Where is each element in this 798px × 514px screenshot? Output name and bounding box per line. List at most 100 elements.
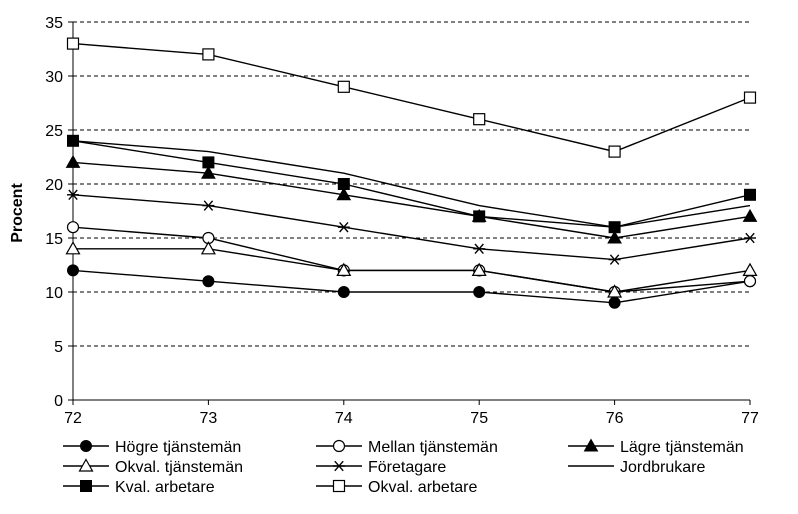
asterisk-stroke: [474, 243, 484, 255]
data-point: [473, 286, 486, 298]
data-point: [200, 241, 216, 255]
series: [67, 189, 756, 265]
x-tick-labels: 72 73 74 75 76 77: [64, 410, 759, 427]
data-point: [583, 438, 599, 452]
data-point: [66, 37, 80, 50]
asterisk-stroke: [68, 189, 78, 201]
data-point: [66, 221, 80, 234]
asterisk-stroke: [609, 254, 620, 265]
data-point: [80, 480, 92, 492]
y-tick-label: 20: [45, 177, 63, 194]
asterisk-stroke: [203, 200, 214, 211]
data-point: [202, 275, 215, 288]
data-point: [607, 284, 623, 298]
y-tick-labels: 0 5 10 15 20 25 30 35: [45, 15, 63, 410]
y-tick-label: 30: [45, 69, 63, 86]
legend-label: Jordbrukare: [620, 459, 705, 476]
series-line: [72, 140, 751, 228]
series: [72, 140, 751, 228]
data-point: [336, 262, 352, 276]
data-point: [608, 145, 621, 158]
legend-label: Okval. tjänstemän: [115, 459, 243, 476]
legend-item: Jordbrukare: [568, 459, 705, 476]
series-line: [72, 161, 751, 239]
data-point: [337, 178, 350, 190]
x-tick-label: 74: [335, 410, 353, 427]
data-point: [202, 200, 215, 211]
legend-label: Högre tjänstemän: [115, 439, 241, 456]
series: [65, 241, 758, 298]
x-tick-label: 77: [741, 410, 759, 427]
data-point: [608, 221, 621, 234]
legend-label: Mellan tjänstemän: [368, 439, 498, 456]
data-point: [744, 232, 756, 244]
data-point: [742, 262, 758, 276]
data-point: [607, 230, 622, 244]
data-point: [78, 458, 94, 472]
legend-item: Företagare: [316, 459, 446, 476]
series-line: [72, 140, 751, 228]
series-line: [72, 194, 751, 261]
asterisk-stroke: [334, 460, 344, 472]
data-point: [332, 479, 346, 493]
data-point: [67, 189, 79, 201]
data-point: [473, 210, 486, 223]
data-point: [473, 113, 486, 126]
data-point: [608, 254, 621, 265]
x-tick-label: 75: [470, 410, 488, 427]
data-point: [202, 156, 215, 169]
data-point: [65, 241, 81, 255]
data-point: [333, 460, 345, 472]
data-point: [743, 91, 757, 104]
series-line: [72, 269, 751, 304]
legend-item: Okval. arbetare: [316, 479, 477, 496]
x-tick-label: 73: [200, 410, 218, 427]
legend-label: Lägre tjänstemän: [620, 439, 744, 456]
y-tick-label: 0: [54, 393, 63, 410]
y-tick-label: 10: [45, 285, 63, 302]
asterisk-stroke: [745, 232, 755, 244]
x-tick-label: 72: [64, 410, 82, 427]
series: [66, 37, 757, 158]
legend: Högre tjänstemän Mellan tjänstemän Lägre t…: [63, 438, 744, 496]
data-point: [337, 80, 350, 93]
data-point: [202, 48, 215, 61]
x-tick-label: 76: [606, 410, 624, 427]
data-point: [473, 243, 486, 255]
series-group: [65, 37, 758, 309]
legend-item: Okval. tjänstemän: [63, 458, 243, 476]
legend-item: Mellan tjänstemän: [316, 439, 498, 456]
series-line: [73, 248, 751, 293]
data-point: [337, 221, 350, 233]
data-point: [742, 208, 758, 222]
legend-label: Företagare: [368, 459, 446, 476]
data-point: [67, 134, 79, 147]
y-tick-label: 35: [45, 15, 63, 32]
series: [67, 134, 756, 234]
data-point: [336, 187, 352, 201]
y-tick-label: 5: [54, 339, 63, 356]
axes: [68, 21, 751, 405]
legend-label: Kval. arbetare: [115, 479, 215, 496]
y-axis-label: Procent: [9, 183, 26, 243]
legend-item: Högre tjänstemän: [63, 439, 241, 456]
legend-item: Kval. arbetare: [63, 479, 215, 496]
series-line: [72, 226, 751, 293]
data-point: [332, 439, 346, 453]
data-point: [337, 286, 350, 298]
data-point: [65, 154, 81, 168]
asterisk-stroke: [339, 221, 349, 233]
y-tick-label: 15: [45, 231, 63, 248]
legend-label: Okval. arbetare: [368, 479, 477, 496]
data-point: [201, 165, 216, 179]
legend-item: Lägre tjänstemän: [568, 438, 744, 456]
data-point: [743, 275, 757, 288]
data-point: [80, 440, 92, 452]
y-tick-label: 25: [45, 123, 63, 140]
series-line: [72, 42, 751, 153]
data-point: [67, 264, 79, 277]
series: [65, 154, 758, 244]
data-point: [744, 188, 756, 201]
data-point: [471, 262, 487, 276]
